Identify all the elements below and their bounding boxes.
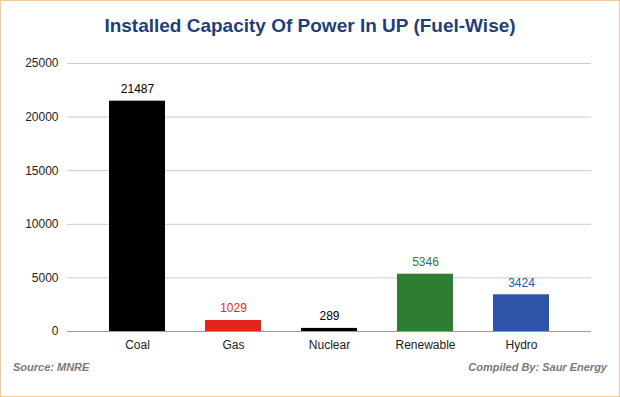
svg-text:3424: 3424 bbox=[508, 276, 535, 290]
svg-text:15000: 15000 bbox=[25, 164, 59, 178]
svg-text:21487: 21487 bbox=[121, 82, 155, 96]
svg-text:Hydro: Hydro bbox=[505, 338, 537, 352]
svg-text:Nuclear: Nuclear bbox=[309, 338, 350, 352]
svg-text:25000: 25000 bbox=[25, 56, 59, 70]
svg-text:289: 289 bbox=[319, 309, 339, 323]
html-text:Compiled By: Saur Energy: Compiled By: Saur Energy bbox=[468, 361, 607, 373]
svg-text:Gas: Gas bbox=[222, 338, 244, 352]
svg-text:10000: 10000 bbox=[25, 217, 59, 231]
html-text:Installed Capacity Of Power In: Installed Capacity Of Power In UP (Fuel-… bbox=[104, 15, 516, 36]
html-text:Source: MNRE: Source: MNRE bbox=[13, 361, 90, 373]
svg-text:0: 0 bbox=[52, 324, 59, 338]
svg-text:5346: 5346 bbox=[412, 255, 439, 269]
svg-text:Renewable: Renewable bbox=[395, 338, 455, 352]
svg-text:5000: 5000 bbox=[32, 271, 59, 285]
svg-text:1029: 1029 bbox=[220, 301, 247, 315]
svg-text:20000: 20000 bbox=[25, 110, 59, 124]
svg-text:Coal: Coal bbox=[125, 338, 150, 352]
